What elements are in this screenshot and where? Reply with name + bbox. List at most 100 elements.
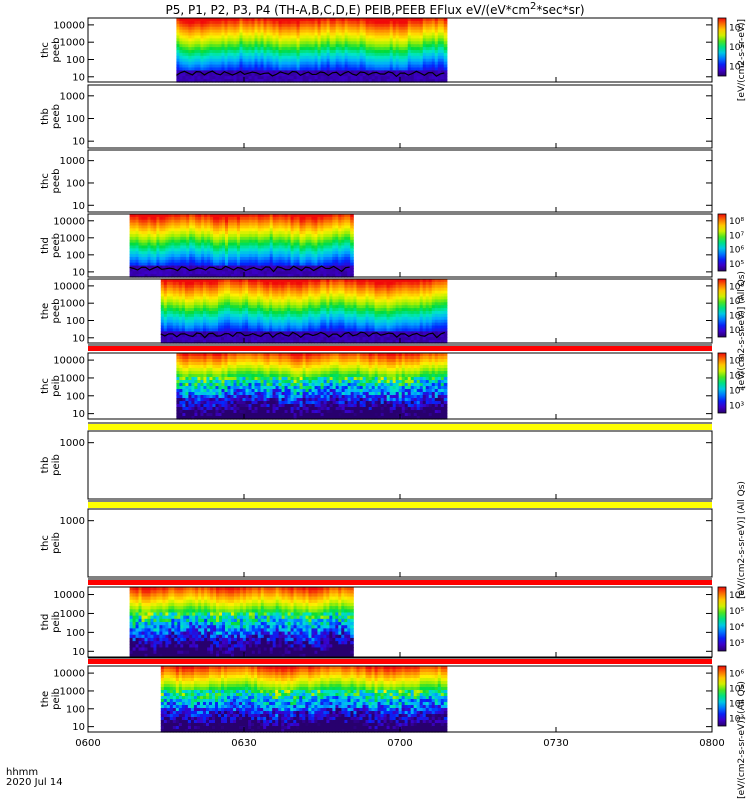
spectrogram-cell xyxy=(302,73,307,77)
spectrogram-cell xyxy=(236,319,240,324)
spectrogram-cell xyxy=(260,248,265,252)
spectrogram-cell xyxy=(341,259,345,264)
spectrogram-cell xyxy=(320,248,324,252)
spectrogram-cell xyxy=(206,79,211,83)
spectrogram-cell xyxy=(278,337,282,341)
spectrogram-cell xyxy=(254,242,259,247)
spectrogram-cell xyxy=(302,287,306,292)
spectrogram-cell xyxy=(251,287,255,292)
spectrogram-cell xyxy=(254,61,259,66)
spectrogram-cell xyxy=(169,325,174,330)
spectrogram-cell xyxy=(278,29,283,34)
spectrogram-cell xyxy=(260,41,265,45)
spectrogram-cell xyxy=(153,236,158,241)
spectrogram-cell xyxy=(263,337,267,341)
spectrogram-cell xyxy=(218,58,223,63)
spectrogram-cell xyxy=(251,274,256,278)
spectrogram-cell xyxy=(213,219,217,224)
spectrogram-cell xyxy=(218,325,222,330)
spectrogram-cell xyxy=(260,316,264,321)
spectrogram-cell xyxy=(290,20,295,25)
spectrogram-cell xyxy=(359,18,364,22)
spectrogram-cell xyxy=(222,216,226,221)
spectrogram-cell xyxy=(233,311,237,315)
spectrogram-cell xyxy=(353,67,358,71)
spectrogram-cell xyxy=(425,18,430,22)
spectrogram-cell xyxy=(129,271,134,275)
spectrogram-cell xyxy=(284,287,288,292)
spectrogram-cell xyxy=(302,245,307,249)
spectrogram-cell xyxy=(329,44,334,48)
spectrogram-cell xyxy=(389,18,394,22)
spectrogram-cell xyxy=(266,29,271,34)
spectrogram-cell xyxy=(317,281,321,286)
spectrogram-cell xyxy=(210,245,214,249)
spectrogram-cell xyxy=(329,79,334,83)
spectrogram-cell xyxy=(254,313,258,318)
spectrogram-cell xyxy=(194,76,199,80)
spectrogram-cell xyxy=(263,302,267,306)
spectrogram-cell xyxy=(186,236,190,241)
spectrogram-cell xyxy=(212,79,217,83)
spectrogram-cell xyxy=(344,61,349,66)
spectrogram-cell xyxy=(199,316,204,321)
spectrogram-cell xyxy=(413,44,418,48)
spectrogram-cell xyxy=(272,52,277,57)
spectrogram-cell xyxy=(350,234,354,238)
spectrogram-cell xyxy=(168,248,172,252)
spectrogram-cell xyxy=(230,228,235,232)
spectrogram-cell xyxy=(251,337,255,341)
spectrogram-cell xyxy=(242,308,246,312)
spectrogram-cell xyxy=(254,41,259,45)
spectrogram-cell xyxy=(359,26,364,31)
spectrogram-cell xyxy=(296,23,301,28)
spectrogram-cell xyxy=(392,47,397,51)
spectrogram-cell xyxy=(419,55,424,60)
spectrogram-cell xyxy=(374,20,379,25)
spectrogram-cell xyxy=(431,18,436,22)
spectrogram-cell xyxy=(216,254,220,258)
spectrogram-cell xyxy=(329,256,333,261)
spectrogram-cell xyxy=(182,38,187,42)
spectrogram-cell xyxy=(401,38,406,42)
spectrogram-cell xyxy=(440,35,445,39)
spectrogram-cell xyxy=(383,76,388,80)
spectrogram-cell xyxy=(422,18,427,22)
spectrogram-cell xyxy=(317,41,322,45)
spectrogram-cell xyxy=(168,268,172,272)
spectrogram-cell xyxy=(410,38,415,42)
spectrogram-cell xyxy=(169,313,174,318)
spectrogram-cell xyxy=(425,38,430,42)
spectrogram-cell xyxy=(326,239,330,244)
spectrogram-cell xyxy=(410,67,415,71)
spectrogram-cell xyxy=(347,245,351,249)
spectrogram-cell xyxy=(278,18,283,22)
spectrogram-cell xyxy=(332,228,336,232)
spectrogram-cell xyxy=(186,239,190,244)
spectrogram-cell xyxy=(183,228,187,232)
spectrogram-cell xyxy=(308,216,313,221)
spectrogram-cell xyxy=(209,18,214,22)
spectrogram-cell xyxy=(392,35,397,39)
spectrogram-cell xyxy=(377,23,382,28)
spectrogram-cell xyxy=(275,328,279,332)
spectrogram-cell xyxy=(218,26,223,31)
spectrogram-cell xyxy=(416,67,421,71)
spectrogram-cell xyxy=(225,234,229,238)
spectrogram-cell xyxy=(227,287,231,292)
spectrogram-cell xyxy=(263,245,268,249)
spectrogram-cell xyxy=(224,61,229,66)
spectrogram-cell xyxy=(296,331,300,335)
spectrogram-cell xyxy=(353,52,358,57)
spectrogram-cell xyxy=(317,305,321,309)
spectrogram-cell xyxy=(248,311,252,315)
spectrogram-cell xyxy=(299,265,304,270)
spectrogram-cell xyxy=(224,334,228,338)
spectrogram-cell xyxy=(308,328,312,332)
spectrogram-cell xyxy=(206,29,211,34)
spectrogram-cell xyxy=(171,265,175,270)
spectrogram-cell xyxy=(392,67,397,71)
spectrogram-cell xyxy=(196,305,201,309)
spectrogram-cell xyxy=(224,279,228,283)
spectrogram-cell xyxy=(344,219,348,224)
